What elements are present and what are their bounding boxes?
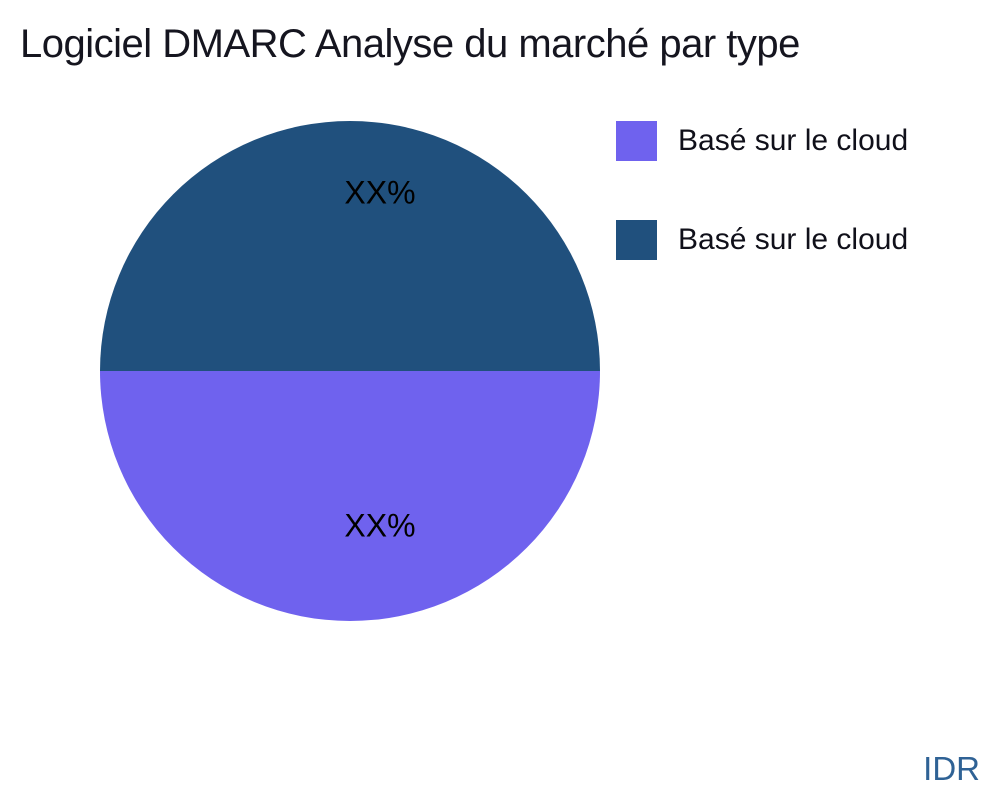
chart-title: Logiciel DMARC Analyse du marché par typ…: [20, 22, 800, 66]
pie-chart: [100, 121, 600, 621]
legend-swatch-cloud-purple: [616, 121, 657, 161]
legend-swatch-rect: [616, 121, 657, 161]
legend-swatch-rect: [616, 220, 657, 260]
legend-swatch-cloud-navy: [616, 220, 657, 260]
pie-slice-top: [100, 121, 600, 371]
legend-item: Basé sur le cloud: [616, 121, 908, 161]
watermark-idr: IDR: [923, 750, 980, 787]
legend-item: Basé sur le cloud: [616, 220, 908, 260]
pie-slice-bottom-value-label: XX%: [344, 507, 416, 544]
legend-label: Basé sur le cloud: [678, 223, 909, 256]
legend-label: Basé sur le cloud: [678, 124, 909, 157]
pie-slice-bottom: [100, 371, 600, 621]
legend: Basé sur le cloud Basé sur le cloud: [616, 121, 908, 260]
pie-slice-top-value-label: XX%: [344, 174, 416, 211]
